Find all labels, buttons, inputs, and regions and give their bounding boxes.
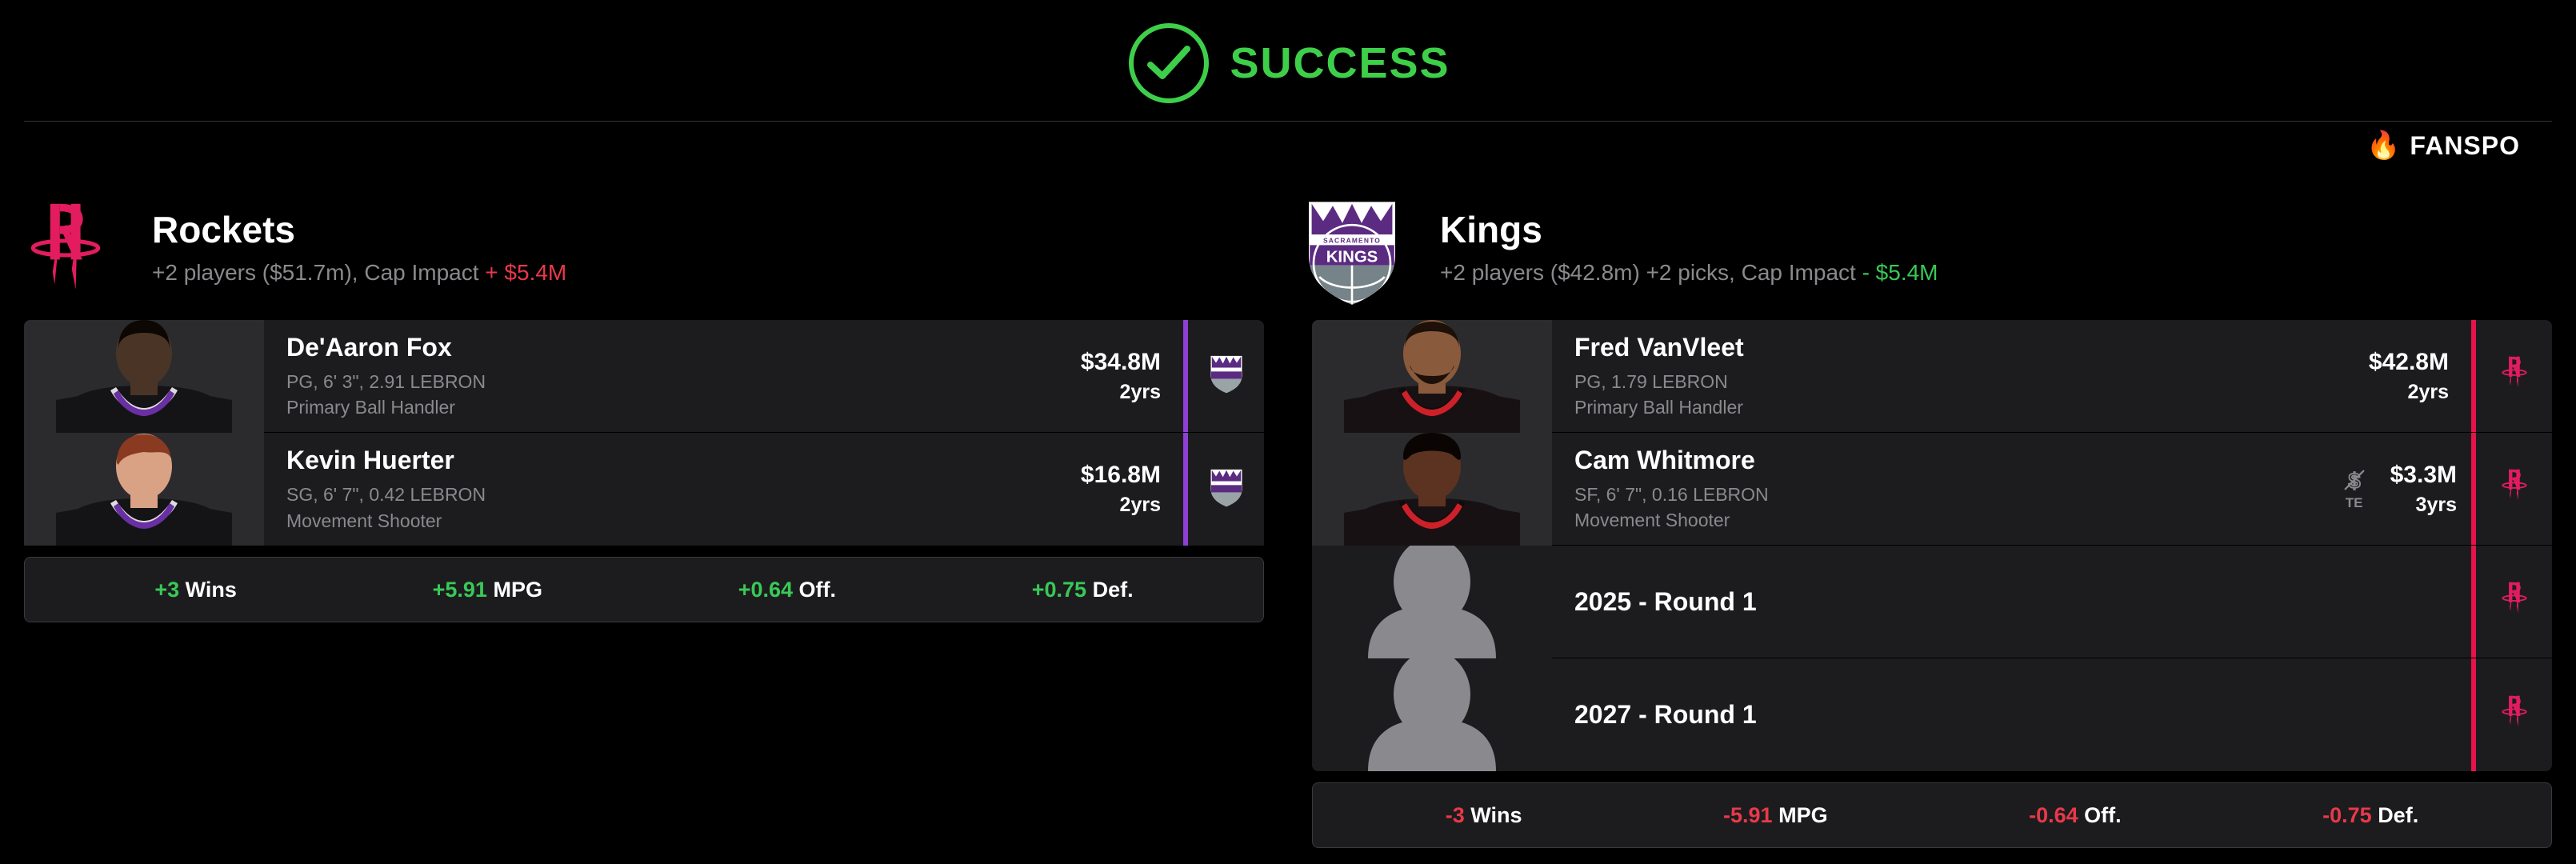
svg-text:KINGS: KINGS xyxy=(1326,248,1378,266)
svg-text:SACRAMENTO: SACRAMENTO xyxy=(1323,236,1381,244)
